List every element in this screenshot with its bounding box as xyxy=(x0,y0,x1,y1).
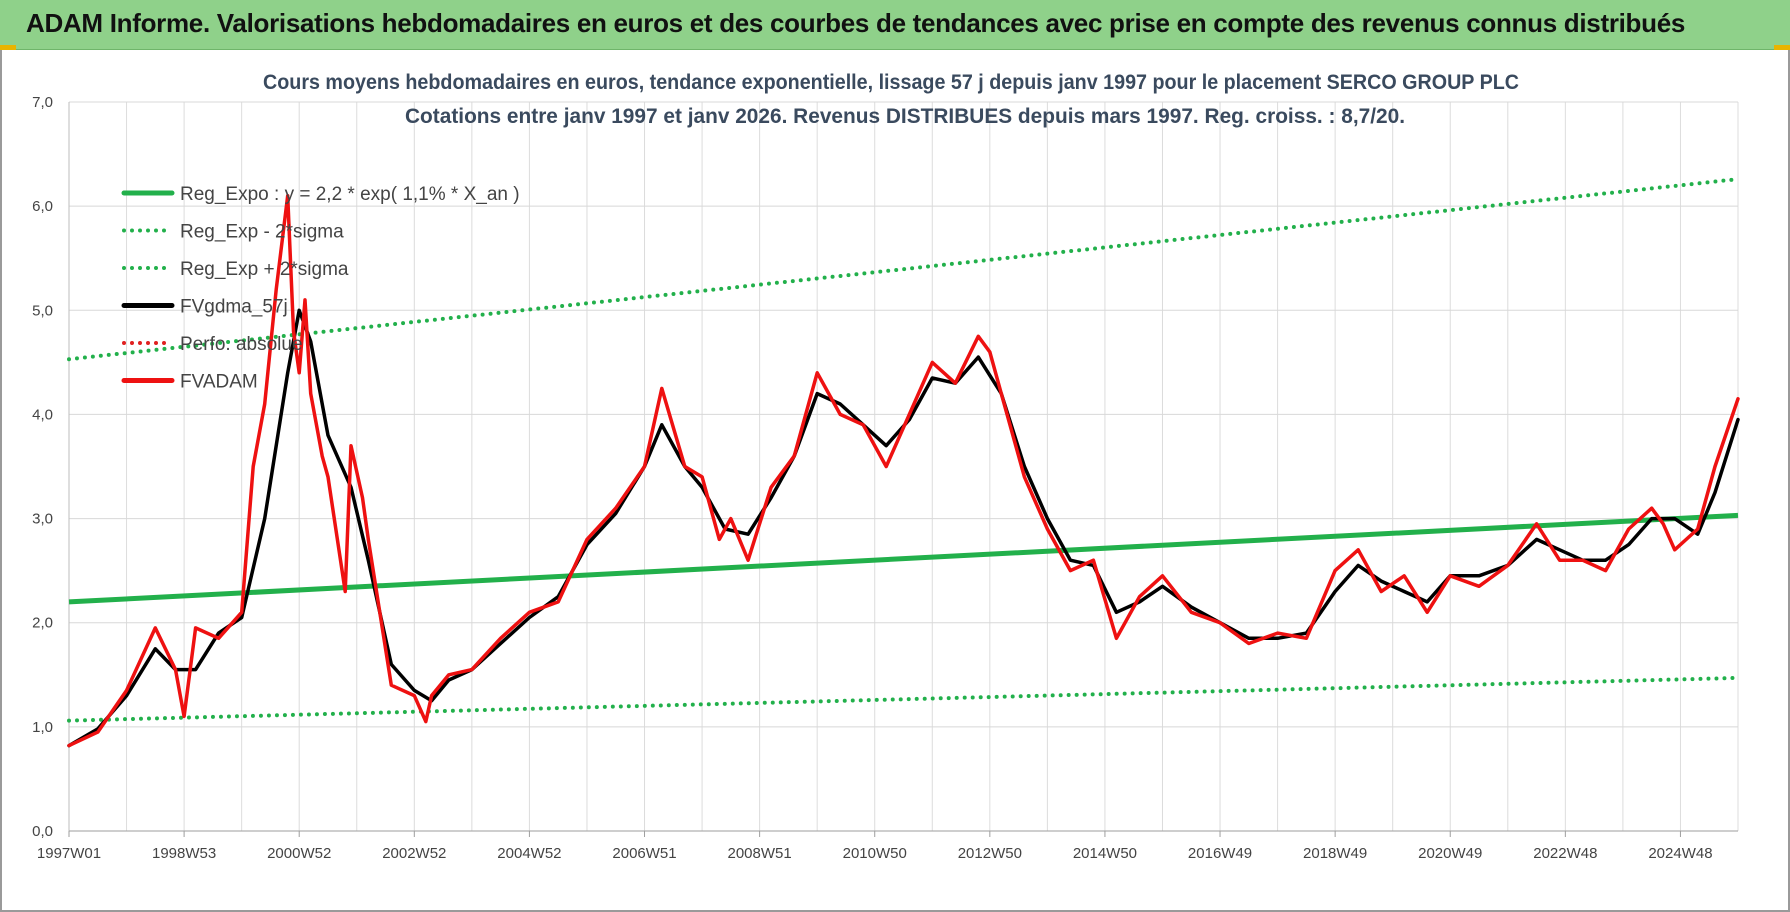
series-fvadam xyxy=(67,193,1740,748)
x-tick-label: 1997W01 xyxy=(37,845,101,862)
x-tick-label: 2018W49 xyxy=(1303,845,1367,862)
chart-axes: 0,0 1,0 2,0 3,0 4,0 5,0 6,0 7,0 1997W01 1998W53 20… xyxy=(32,94,1738,862)
x-tick-label: 2010W50 xyxy=(843,845,907,862)
legend-item-reg-expo-label: Reg_Expo : y = 2,2 * exp( 1,1% * X_an ) xyxy=(180,184,520,205)
report-banner: ADAM Informe. Valorisations hebdomadaire… xyxy=(0,0,1790,50)
series-reg-expo-line xyxy=(68,512,1739,605)
x-tick-label: 2022W48 xyxy=(1533,845,1597,862)
x-tick-label: 2002W52 xyxy=(382,845,446,862)
x-tick-label: 2020W49 xyxy=(1418,845,1482,862)
series-reg-exp-minus-2sigma xyxy=(67,675,1740,723)
chart-title: Cours moyens hebdomadaires en euros, ten… xyxy=(263,71,1519,94)
x-tick-label: 2006W51 xyxy=(612,845,676,862)
chart-subtitle: Cotations entre janv 1997 et janv 2026. … xyxy=(405,105,1405,128)
report-title: ADAM Informe. Valorisations hebdomadaire… xyxy=(26,8,1686,38)
y-tick-label: 4,0 xyxy=(32,406,53,423)
frame-corner-left xyxy=(0,45,16,50)
legend-item-fvadam-label: FVADAM xyxy=(180,372,258,393)
y-tick-label: 7,0 xyxy=(32,94,53,111)
x-tick-label: 2008W51 xyxy=(728,845,792,862)
y-tick-label: 2,0 xyxy=(32,615,53,632)
x-tick-label: 1998W53 xyxy=(152,845,216,862)
line-chart: 0,0 1,0 2,0 3,0 4,0 5,0 6,0 7,0 1997W01 1998W53 20… xyxy=(32,71,1740,862)
chart-frame xyxy=(0,50,1790,912)
x-tick-label: 2004W52 xyxy=(497,845,561,862)
chart-grid xyxy=(68,101,1739,832)
y-tick-label: 3,0 xyxy=(32,511,53,528)
y-tick-label: 6,0 xyxy=(32,198,53,215)
chart-series xyxy=(67,177,1740,748)
series-reg-exp-plus-2sigma xyxy=(67,177,1740,362)
y-tick-label: 0,0 xyxy=(32,823,53,840)
x-tick-label: 2000W52 xyxy=(267,845,331,862)
x-tick-label: 2016W49 xyxy=(1188,845,1252,862)
x-tick-label: 2024W48 xyxy=(1648,845,1712,862)
legend-item-reg-exp-plus-label: Reg_Exp + 2*sigma xyxy=(180,259,349,280)
y-tick-label: 5,0 xyxy=(32,302,53,319)
legend-item-fvgdma-label: FVgdma_57j xyxy=(180,297,288,318)
y-tick-label: 1,0 xyxy=(32,719,53,736)
x-tick-label: 2014W50 xyxy=(1073,845,1137,862)
frame-corner-right xyxy=(1774,45,1790,50)
x-tick-label: 2012W50 xyxy=(958,845,1022,862)
legend-item-reg-exp-minus-label: Reg_Exp - 2*sigma xyxy=(180,222,344,243)
legend-item-perfo-absolue-label: Perfo. absolue xyxy=(180,334,303,355)
chart-legend: Reg_Expo : y = 2,2 * exp( 1,1% * X_an ) R… xyxy=(121,184,520,393)
